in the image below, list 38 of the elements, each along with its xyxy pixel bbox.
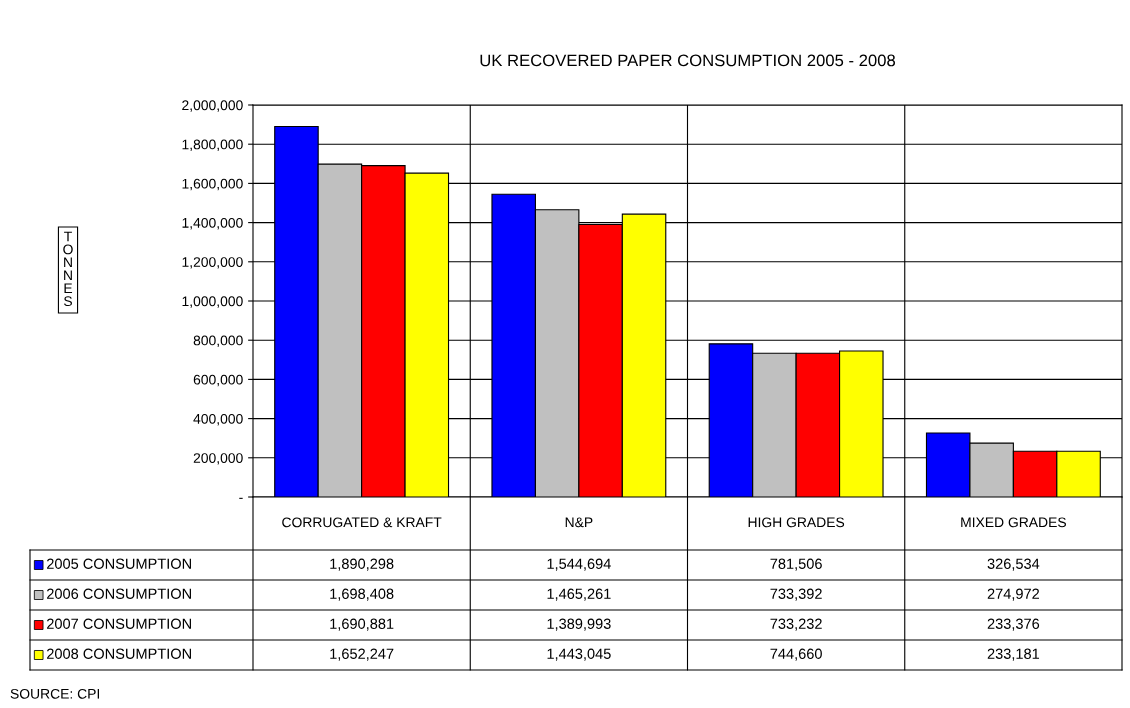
data-label: 1,465,261 [547,588,611,601]
data-label: 274,972 [987,588,1039,601]
y-tick-label: 1,000,000 [182,296,243,308]
data-label: 733,232 [770,618,822,631]
y-tick-label: 600,000 [193,374,243,387]
data-label: 1,890,298 [330,558,394,571]
data-label: 1,389,993 [547,618,611,631]
y-tick-label: 1,800,000 [182,139,243,152]
x-tick-label: HIGH GRADES [748,517,845,528]
y-tick-label: 1,200,000 [182,257,243,269]
data-label: 326,534 [987,558,1040,571]
data-label: 744,660 [770,648,822,661]
data-label: 1,443,045 [547,648,611,661]
source-note: SOURCE: CPI [10,688,100,699]
text: TONNES [63,231,73,307]
legend-label: 2006 CONSUMPTION [47,588,191,599]
legend-label: 2007 CONSUMPTION [47,618,191,629]
data-label: 1,690,881 [330,618,394,631]
y-tick-label: 400,000 [193,413,243,426]
data-label: 733,392 [770,588,822,601]
legend-label: 2005 CONSUMPTION [47,558,191,569]
data-label: 781,506 [770,558,822,571]
y-tick-label: 800,000 [193,335,243,348]
data-label: 1,544,694 [547,558,611,571]
data-label: 233,181 [987,648,1040,661]
x-tick-label: MIXED GRADES [961,517,1066,528]
y-tick-label: - [239,497,243,499]
y-tick-label: 200,000 [193,453,243,465]
y-tick-label: 1,400,000 [182,217,243,230]
y-tick-label: 2,000,000 [182,100,243,112]
legend-label: 2008 CONSUMPTION [47,648,191,659]
data-label: 233,376 [987,618,1040,631]
data-label: 1,698,408 [330,588,394,601]
data-label: 1,652,247 [330,648,394,661]
chart-title: UK RECOVERED PAPER CONSUMPTION 2005 - 2008 [480,54,896,67]
x-tick-label: N&P [565,517,593,528]
y-tick-label: 1,600,000 [182,178,243,191]
x-tick-label: CORRUGATED & KRAFT [282,517,442,528]
